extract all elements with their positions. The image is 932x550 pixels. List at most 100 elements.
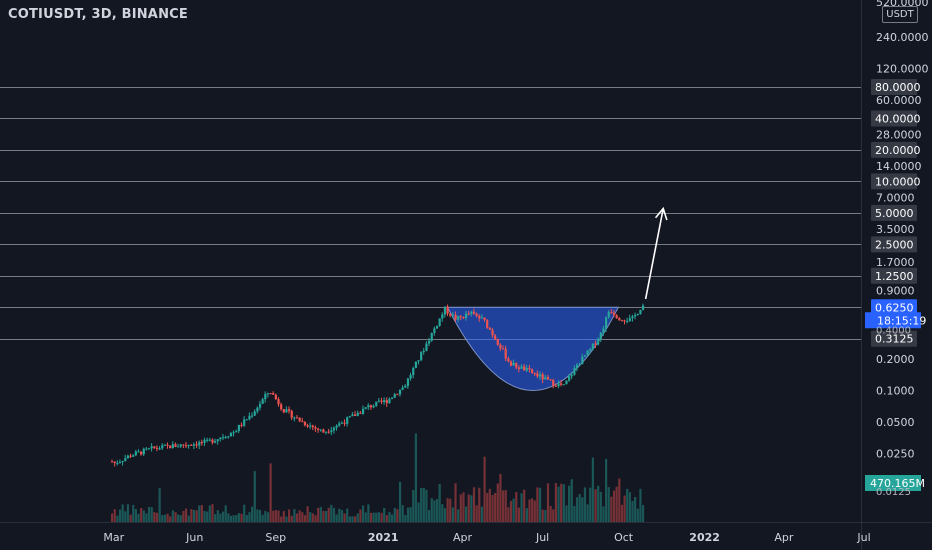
candle-body bbox=[208, 439, 211, 441]
candle-body bbox=[214, 441, 217, 443]
volume-bar bbox=[525, 508, 528, 522]
volume-bar bbox=[520, 493, 523, 522]
volume-bar bbox=[528, 499, 531, 522]
candle-body bbox=[145, 448, 148, 450]
volume-bar bbox=[169, 516, 172, 522]
candle-body bbox=[618, 318, 621, 321]
candle-body bbox=[171, 444, 174, 449]
candle-body bbox=[248, 415, 251, 420]
candle-body bbox=[451, 314, 454, 316]
volume-bar bbox=[533, 500, 536, 522]
volume-bar bbox=[293, 509, 296, 522]
candle-body bbox=[409, 375, 412, 379]
candle-body bbox=[126, 455, 130, 459]
volume-bar bbox=[147, 506, 151, 522]
candle-body bbox=[446, 306, 449, 314]
volume-bar bbox=[266, 512, 270, 522]
volume-bar bbox=[472, 487, 476, 522]
candle-body bbox=[626, 320, 629, 322]
candle-body bbox=[348, 416, 351, 418]
time-axis[interactable]: Mar Jun Sep 2021 Apr Jul Oct 2022 Apr Jul bbox=[103, 531, 870, 544]
volume-bar bbox=[243, 504, 246, 522]
candle-body bbox=[467, 313, 470, 315]
candle-body bbox=[507, 358, 510, 362]
candle-body bbox=[517, 367, 521, 369]
candle-body bbox=[430, 332, 433, 341]
current-price-badge bbox=[871, 299, 917, 316]
candle-body bbox=[570, 374, 573, 377]
candle-body bbox=[137, 451, 140, 453]
volume-bar bbox=[359, 509, 362, 522]
candle-body bbox=[169, 445, 172, 449]
volume-bar bbox=[441, 504, 444, 522]
candle-body bbox=[594, 343, 597, 345]
volume-bar bbox=[314, 515, 317, 522]
level-price-badge bbox=[871, 236, 917, 253]
volume-bar bbox=[367, 504, 370, 522]
candle-body bbox=[174, 444, 177, 447]
volume-bar bbox=[462, 492, 465, 522]
candle-body bbox=[634, 314, 637, 317]
volume-bar bbox=[404, 515, 407, 522]
level-price-badge bbox=[871, 141, 917, 158]
price-axis[interactable]: 520.0000 240.0000 120.0000 60.0000 28.0000 14… bbox=[865, 0, 929, 498]
volume-bar bbox=[449, 498, 452, 522]
candle-body bbox=[525, 367, 528, 371]
volume-bar bbox=[414, 433, 417, 522]
candle-body bbox=[568, 376, 571, 381]
volume-bar bbox=[549, 505, 552, 522]
candle-body bbox=[604, 317, 608, 329]
volume-bar bbox=[248, 512, 251, 522]
volume-bar bbox=[546, 483, 550, 522]
candle-body bbox=[380, 400, 383, 403]
volume-bar bbox=[264, 510, 267, 522]
price-tick-label: 3.5000 bbox=[876, 223, 915, 236]
volume-bar bbox=[639, 488, 642, 522]
volume-bar bbox=[583, 487, 587, 522]
level-price-badge bbox=[871, 110, 917, 127]
volume-bar bbox=[158, 488, 161, 522]
volume-bar bbox=[626, 488, 629, 522]
volume-bar bbox=[446, 498, 449, 522]
time-tick-label: 2021 bbox=[368, 531, 399, 544]
candle-body bbox=[240, 424, 243, 426]
volume-badge bbox=[865, 475, 921, 491]
candle-body bbox=[361, 408, 365, 414]
candle-body bbox=[441, 314, 444, 319]
hidden-price-label: 0.4000 bbox=[876, 325, 911, 336]
candle-body bbox=[314, 427, 317, 429]
volume-bar bbox=[340, 510, 344, 522]
candle-body bbox=[401, 387, 404, 390]
candle-body bbox=[509, 361, 513, 366]
candle-body bbox=[311, 425, 314, 428]
candle-body bbox=[520, 366, 523, 369]
candle-body bbox=[414, 361, 417, 368]
volume-bar bbox=[256, 509, 259, 522]
volume-bar bbox=[346, 508, 349, 522]
volume-bar bbox=[251, 506, 254, 522]
candle-body bbox=[354, 414, 357, 416]
volume-bar bbox=[327, 507, 330, 522]
volume-bar bbox=[258, 509, 262, 522]
volume-bar bbox=[369, 512, 373, 522]
volume-bar bbox=[163, 514, 167, 522]
candle-body bbox=[153, 446, 156, 448]
level-price-label: 80.0000 bbox=[875, 81, 921, 94]
price-tick-label: 60.0000 bbox=[876, 94, 922, 107]
candle-body bbox=[433, 328, 436, 333]
level-price-badge bbox=[871, 267, 917, 284]
currency-unit-badge[interactable]: USDT bbox=[882, 6, 918, 23]
candle-body bbox=[449, 313, 452, 316]
volume-bar bbox=[187, 515, 190, 522]
volume-bar bbox=[116, 515, 119, 522]
volume-bar bbox=[523, 489, 526, 522]
volume-bar bbox=[372, 512, 375, 522]
candle-body bbox=[346, 417, 349, 424]
volume-bar bbox=[184, 508, 188, 522]
candle-body bbox=[287, 409, 291, 411]
candle-body bbox=[422, 350, 425, 352]
candle-body bbox=[639, 310, 642, 314]
volume-bar bbox=[356, 513, 359, 522]
